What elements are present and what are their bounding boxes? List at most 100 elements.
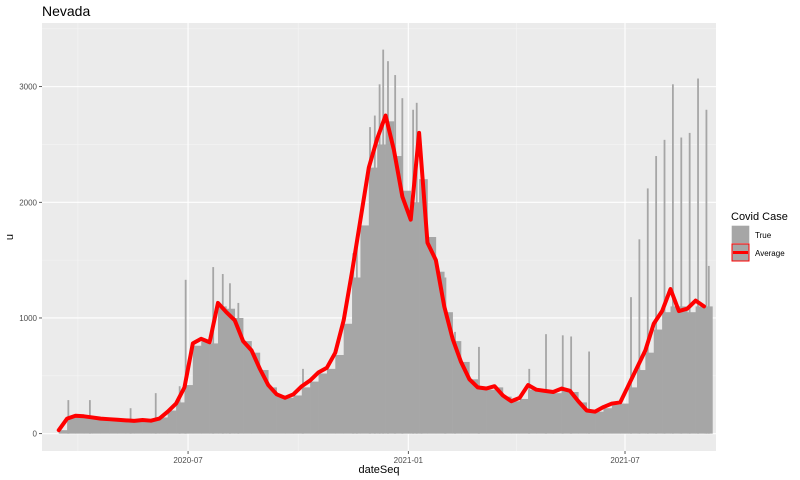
average-line-path <box>56 113 707 433</box>
x-tick-label: 2020-07 <box>173 456 203 465</box>
bar-spike <box>444 277 447 434</box>
legend-label-average: Average <box>755 249 785 258</box>
x-tick-label: 2021-07 <box>610 456 640 465</box>
bar <box>620 403 629 434</box>
bar <box>142 419 152 434</box>
bar <box>243 341 252 434</box>
bar <box>184 385 194 434</box>
bar <box>486 389 495 434</box>
bar-spike <box>655 156 658 434</box>
bar <box>561 389 571 434</box>
x-axis-title: dateSeq <box>359 464 400 476</box>
bar <box>553 393 562 434</box>
bar <box>100 418 110 434</box>
bar <box>276 395 286 434</box>
bar <box>586 410 596 434</box>
bar-spike <box>221 274 224 434</box>
bar <box>259 370 269 434</box>
bar-spike <box>237 302 240 434</box>
bar <box>578 402 588 434</box>
bar <box>318 373 328 434</box>
bar-spike <box>638 239 641 434</box>
legend-label-true: True <box>755 231 772 240</box>
bar <box>636 370 646 434</box>
bar <box>452 341 462 434</box>
bar <box>511 401 520 434</box>
bar <box>343 323 353 434</box>
bar <box>310 381 319 434</box>
bar-spike <box>420 190 423 434</box>
bar <box>687 312 696 434</box>
bar <box>653 329 663 434</box>
bar-spike <box>705 109 708 434</box>
bar-spike <box>401 98 404 434</box>
bar <box>662 312 671 434</box>
bar <box>628 387 638 434</box>
bar <box>192 345 202 434</box>
bar <box>159 417 169 434</box>
average-line <box>56 113 707 433</box>
bar <box>402 190 412 434</box>
bar <box>301 387 311 434</box>
bar <box>134 420 143 434</box>
bar <box>393 156 403 434</box>
bar-spike <box>415 102 418 434</box>
bar <box>268 387 277 434</box>
bar <box>603 408 613 434</box>
bar-spike <box>561 335 564 434</box>
y-axis-title: u <box>4 234 16 240</box>
bar-spike <box>382 49 385 434</box>
bar <box>360 225 370 434</box>
bar <box>435 271 445 434</box>
bar-spike <box>545 334 547 434</box>
bar-spike <box>707 265 710 434</box>
bar <box>83 416 93 434</box>
bar <box>377 144 386 434</box>
bar-spike <box>229 283 231 434</box>
bar <box>477 387 487 434</box>
x-axis-ticks: 2020-07 2021-01 2021-07 <box>173 451 640 465</box>
bar-spike <box>378 84 381 434</box>
bar <box>528 389 537 434</box>
bar <box>92 417 101 434</box>
y-tick-label: 1000 <box>19 314 37 323</box>
bar-spike <box>394 75 397 434</box>
bar <box>695 306 705 434</box>
bar <box>595 411 604 434</box>
bar <box>678 306 688 434</box>
legend: Covid Case True Average <box>731 211 788 262</box>
bar <box>335 354 344 434</box>
bar-spike <box>355 242 358 434</box>
bar-spike <box>697 78 699 434</box>
bar <box>117 419 127 434</box>
bar <box>427 237 437 434</box>
bar-spike <box>302 368 304 434</box>
bar <box>544 392 554 434</box>
bar <box>611 404 621 434</box>
bar <box>285 397 294 434</box>
bar-spike <box>663 139 666 434</box>
bar-spike <box>178 386 181 434</box>
bar <box>419 179 428 434</box>
bar <box>385 121 395 434</box>
y-tick-label: 3000 <box>19 83 37 92</box>
bar <box>569 392 579 434</box>
legend-title: Covid Case <box>731 211 788 223</box>
bar <box>502 396 512 434</box>
legend-key-true: True <box>731 225 772 244</box>
bar <box>58 430 68 434</box>
bar-spike <box>688 132 691 434</box>
bar-spike <box>352 253 355 434</box>
bar <box>461 361 470 434</box>
bar <box>251 352 261 434</box>
bar <box>444 312 453 434</box>
bar-spike <box>630 297 632 434</box>
true-spikes <box>67 49 710 434</box>
bar-spike <box>154 393 157 434</box>
bar <box>645 352 655 434</box>
bar-spike <box>528 368 531 434</box>
bar <box>67 416 76 434</box>
bar-spike <box>387 61 389 434</box>
bar-spike <box>680 137 683 434</box>
